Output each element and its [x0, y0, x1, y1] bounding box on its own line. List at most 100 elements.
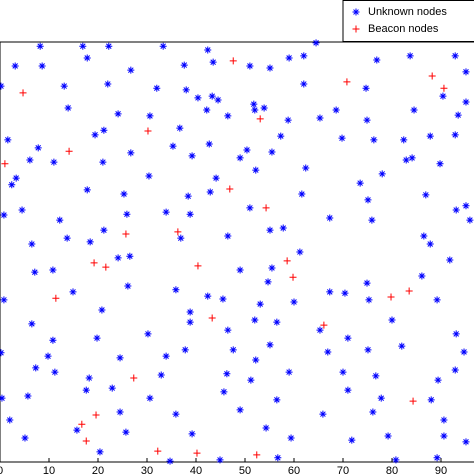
point: [332, 106, 340, 114]
point: [364, 346, 372, 354]
point: [28, 240, 36, 248]
point: [92, 411, 100, 419]
point: [99, 158, 107, 166]
point: [146, 112, 154, 120]
point: [290, 298, 298, 306]
point: [36, 42, 44, 50]
point: [289, 273, 297, 281]
point: [64, 104, 72, 112]
point: [144, 330, 152, 338]
point: [266, 341, 274, 349]
point: [452, 206, 460, 214]
x-tick-label: 40: [190, 465, 202, 474]
point: [19, 89, 27, 97]
legend-label: Beacon nodes: [368, 23, 439, 35]
point: [83, 54, 91, 62]
point: [186, 210, 194, 218]
point: [338, 134, 346, 142]
point: [409, 397, 417, 405]
point: [268, 148, 276, 156]
point: [32, 364, 40, 372]
point: [377, 394, 385, 402]
point: [302, 164, 310, 172]
point: [98, 306, 106, 314]
point: [216, 456, 224, 464]
point: [223, 370, 231, 378]
point: [194, 94, 202, 102]
point: [408, 154, 416, 162]
point: [124, 282, 132, 290]
point: [26, 156, 34, 164]
point: [82, 386, 90, 394]
legend-label: Unknown nodes: [368, 6, 447, 18]
point: [123, 210, 131, 218]
point: [229, 346, 237, 354]
point: [369, 408, 377, 416]
point: [439, 92, 447, 100]
point: [186, 308, 194, 316]
point: [184, 192, 192, 200]
point: [326, 288, 334, 296]
point: [34, 144, 42, 152]
point: [209, 58, 217, 66]
point: [319, 410, 327, 418]
point: [212, 174, 220, 182]
point: [410, 106, 418, 114]
point: [326, 214, 334, 222]
point: [452, 330, 460, 338]
point: [0, 349, 5, 357]
point: [273, 396, 281, 404]
point: [440, 432, 448, 440]
point: [177, 234, 185, 242]
point: [176, 124, 184, 132]
point: [224, 232, 232, 240]
point: [250, 100, 258, 108]
point: [122, 428, 130, 436]
point: [127, 66, 135, 74]
point: [162, 208, 170, 216]
point: [362, 84, 370, 92]
point: [365, 296, 373, 304]
point: [172, 410, 180, 418]
point: [260, 104, 268, 112]
point: [287, 434, 295, 442]
point: [50, 158, 58, 166]
point: [451, 366, 459, 374]
point: [63, 234, 71, 242]
point: [127, 149, 135, 157]
legend-box: [342, 0, 474, 42]
point: [433, 454, 441, 462]
point: [373, 56, 381, 64]
plot-frame: [0, 41, 474, 463]
point: [320, 321, 328, 329]
point: [454, 111, 462, 119]
point: [182, 86, 190, 94]
point: [60, 82, 68, 90]
point: [166, 457, 174, 465]
point: [426, 132, 434, 140]
point: [203, 106, 211, 114]
point: [252, 356, 260, 364]
legend: Unknown nodes Beacon nodes: [342, 0, 474, 42]
point: [243, 146, 251, 154]
point: [266, 64, 274, 72]
point: [1, 160, 9, 168]
point: [341, 289, 349, 297]
point: [28, 320, 36, 328]
point: [105, 42, 113, 50]
point: [277, 132, 285, 140]
point: [0, 211, 8, 219]
point: [85, 374, 93, 382]
point: [144, 127, 152, 135]
point: [279, 224, 287, 232]
point: [18, 206, 26, 214]
point: [102, 263, 110, 271]
point: [370, 136, 378, 144]
point: [145, 172, 153, 180]
x-tick-label: 0: [0, 465, 3, 474]
point: [236, 154, 244, 162]
point: [451, 131, 459, 139]
point: [247, 376, 255, 384]
point: [169, 142, 177, 150]
